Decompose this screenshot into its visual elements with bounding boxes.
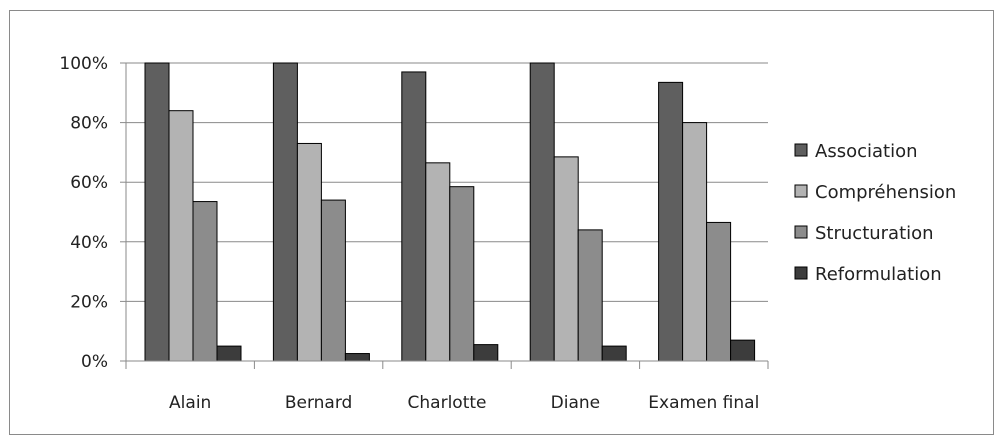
bar-reformulation-1 xyxy=(344,353,370,362)
bar-association-4 xyxy=(658,81,684,362)
bar-comprehension-1 xyxy=(296,142,322,362)
y-tick-label: 20% xyxy=(70,292,108,312)
legend-label: Structuration xyxy=(815,223,934,244)
x-category-label: Examen final xyxy=(648,393,759,413)
y-tick-label: 0% xyxy=(81,352,108,372)
bar-reformulation-3 xyxy=(601,345,627,362)
bar-structuration-2 xyxy=(449,186,475,362)
bar-reformulation-2 xyxy=(473,344,499,362)
legend: Association Compréhension Structuration Ref… xyxy=(794,141,956,285)
bar-comprehension-0 xyxy=(168,110,194,362)
bar-association-1 xyxy=(272,62,298,362)
legend-swatch xyxy=(794,184,808,198)
legend-label: Reformulation xyxy=(815,264,942,285)
bar-comprehension-4 xyxy=(682,122,708,362)
bar-structuration-0 xyxy=(192,201,218,362)
x-category-label: Bernard xyxy=(285,393,353,413)
legend-label: Compréhension xyxy=(815,182,956,203)
legend-swatch xyxy=(794,225,808,239)
legend-label: Association xyxy=(815,141,918,162)
bar-association-0 xyxy=(144,62,170,362)
x-category-label: Diane xyxy=(551,393,600,413)
bar-reformulation-0 xyxy=(216,345,242,362)
bar-comprehension-2 xyxy=(425,162,451,362)
bar-structuration-1 xyxy=(320,199,346,362)
bar-comprehension-3 xyxy=(553,156,579,362)
x-category-label: Alain xyxy=(169,393,211,413)
axes xyxy=(120,62,769,369)
bar-association-3 xyxy=(529,62,555,362)
bar-structuration-3 xyxy=(577,229,603,362)
y-tick-label: 80% xyxy=(70,114,108,134)
x-category-labels: Alain Bernard Charlotte Diane Examen final xyxy=(169,393,759,413)
legend-swatch xyxy=(794,266,808,280)
y-tick-label: 60% xyxy=(70,173,108,193)
bars xyxy=(144,62,756,362)
bar-reformulation-4 xyxy=(730,339,756,362)
bar-structuration-4 xyxy=(706,221,732,362)
y-tick-labels: 0% 20% 40% 60% 80% 100% xyxy=(59,54,108,372)
legend-swatch xyxy=(794,143,808,157)
x-category-label: Charlotte xyxy=(408,393,487,413)
y-tick-label: 100% xyxy=(59,54,108,74)
bar-association-2 xyxy=(401,71,427,362)
y-tick-label: 40% xyxy=(70,233,108,253)
